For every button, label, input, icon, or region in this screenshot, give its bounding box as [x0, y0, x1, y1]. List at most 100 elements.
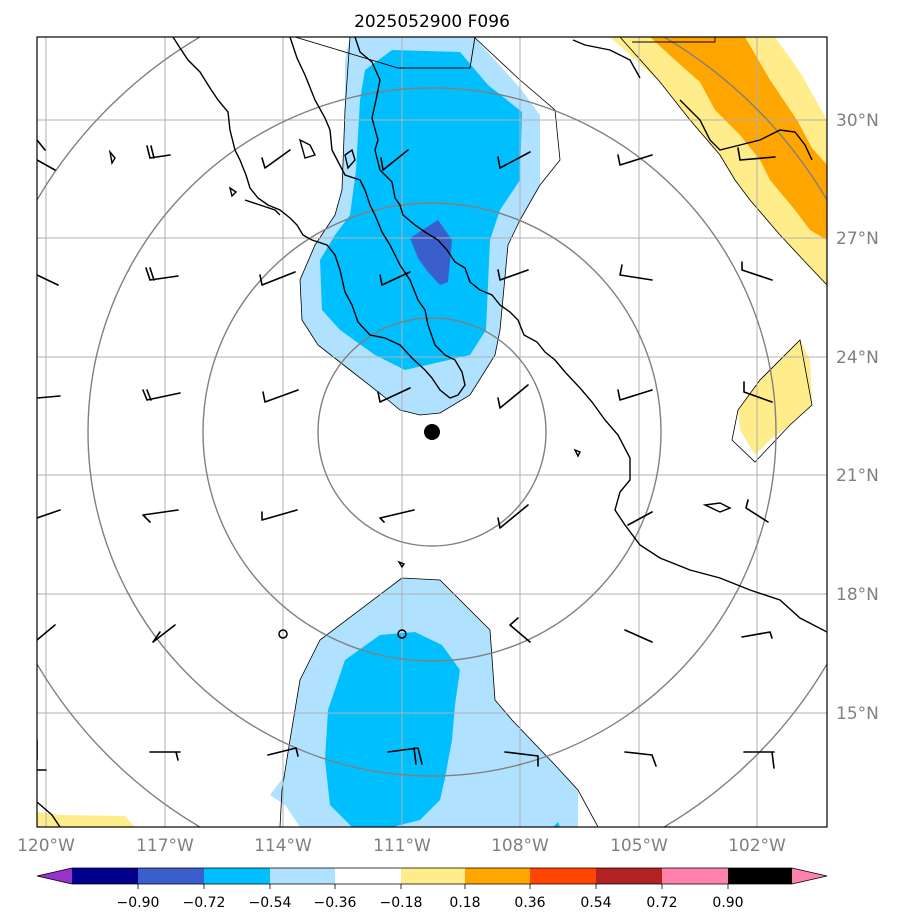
map-title: 2025052900 F096 [354, 12, 510, 32]
wind-barb [741, 261, 773, 281]
positive-region-orange-ne [650, 37, 827, 240]
island-5 [573, 448, 581, 458]
borders [294, 37, 716, 69]
positive-region-yellow-sw [37, 812, 135, 827]
lon-label: 105°W [610, 836, 668, 856]
wind-barb [146, 145, 171, 159]
colorbar-tick-label: 0.36 [514, 895, 545, 911]
island-3 [108, 149, 116, 165]
colorbar-segment [465, 868, 530, 884]
wind-barb [145, 267, 179, 281]
coast-sw [37, 801, 61, 827]
wind-barb [745, 499, 769, 523]
colorbar-segment [72, 868, 138, 884]
wind-barb [743, 381, 773, 403]
wind-barb [142, 389, 181, 401]
colorbar-segment [530, 868, 596, 884]
map-frame [36, 36, 828, 828]
coastlines [37, 37, 827, 827]
graticule [37, 37, 827, 827]
wind-barb [619, 264, 653, 281]
wind-barb [497, 504, 529, 529]
lat-label: 24°N [836, 348, 879, 368]
colorbar-segment [662, 868, 728, 884]
colorbar-segment [270, 868, 335, 884]
wind-barb [743, 751, 775, 769]
colorbar-segment [401, 868, 465, 884]
wind-barb [617, 154, 653, 166]
wind-barb [741, 631, 773, 639]
colorbar-tick-label: −0.90 [117, 895, 160, 911]
mainland-coast [354, 37, 827, 633]
wind-barb [261, 509, 298, 521]
wind-barb [267, 747, 299, 757]
colorbar-tick-label: 0.18 [449, 895, 480, 911]
lon-label: 117°W [136, 836, 194, 856]
lat-label: 21°N [836, 466, 879, 486]
coast-fragment-1 [244, 199, 281, 216]
wind-barb [380, 149, 409, 171]
colorbar-tick-label: −0.72 [183, 895, 226, 911]
colorbar-high-extension [792, 868, 827, 884]
wind-barb [624, 629, 653, 643]
island-7 [397, 560, 406, 569]
wind-barb [37, 739, 47, 771]
baja-coast [172, 37, 466, 399]
lon-label: 111°W [373, 836, 431, 856]
colorbar-segment [204, 868, 270, 884]
calm-marker [397, 629, 407, 639]
colorbar: −0.90 −0.72 −0.54 −0.36 −0.18 0.18 0.36 … [36, 867, 828, 911]
wind-barb [377, 387, 411, 403]
coast-ne-1 [572, 39, 641, 79]
colorbar-tick-label: −0.54 [249, 895, 292, 911]
colorbar-segment [335, 868, 401, 884]
wind-barb [379, 509, 415, 523]
wind-barb [37, 624, 56, 641]
lat-label: 27°N [836, 229, 879, 249]
wind-barb [387, 747, 423, 765]
lat-label: 18°N [836, 585, 879, 605]
lat-label: 30°N [836, 111, 879, 131]
colorbar-tick-label: 0.54 [580, 895, 611, 911]
wind-barb [142, 509, 179, 523]
lon-label: 108°W [491, 836, 549, 856]
wind-barb [497, 151, 531, 169]
calm-marker [278, 629, 288, 639]
wind-barb [37, 139, 56, 171]
colorbar-low-extension [37, 868, 72, 884]
border-us-mexico [294, 37, 476, 69]
storm-center-marker [424, 424, 440, 440]
contour-lines [279, 37, 827, 827]
colorbar-tick-label: 0.90 [712, 895, 743, 911]
wind-barb [509, 617, 531, 643]
coast-ne-2 [679, 99, 813, 161]
colorbar-segment [138, 868, 204, 884]
negative-region-blue-north [320, 50, 522, 370]
wind-barb [152, 624, 176, 643]
wind-barb [379, 271, 411, 286]
wind-barb [149, 751, 181, 761]
lon-label: 120°W [17, 836, 75, 856]
border-state [632, 37, 716, 43]
negative-region-blue-south [325, 632, 460, 827]
island-4 [228, 186, 238, 198]
colorbar-segment [728, 868, 792, 884]
lat-label: 15°N [836, 704, 879, 724]
wind-barb [497, 269, 529, 281]
wind-barbs [37, 139, 776, 771]
lon-label: 114°W [254, 836, 312, 856]
wind-barb [624, 751, 657, 767]
colorbar-outline [36, 867, 828, 885]
island-6 [702, 502, 732, 513]
map-area [37, 37, 827, 827]
wind-barb [37, 509, 61, 519]
latitude-labels: 30°N 27°N 24°N 21°N 18°N 15°N [836, 111, 879, 724]
wind-barb [261, 149, 291, 169]
wind-barb [259, 271, 296, 286]
wind-barb [262, 389, 299, 403]
wind-barb [617, 389, 653, 401]
colorbar-segment [596, 868, 662, 884]
wind-barb [504, 751, 539, 767]
lon-label: 102°W [728, 836, 786, 856]
